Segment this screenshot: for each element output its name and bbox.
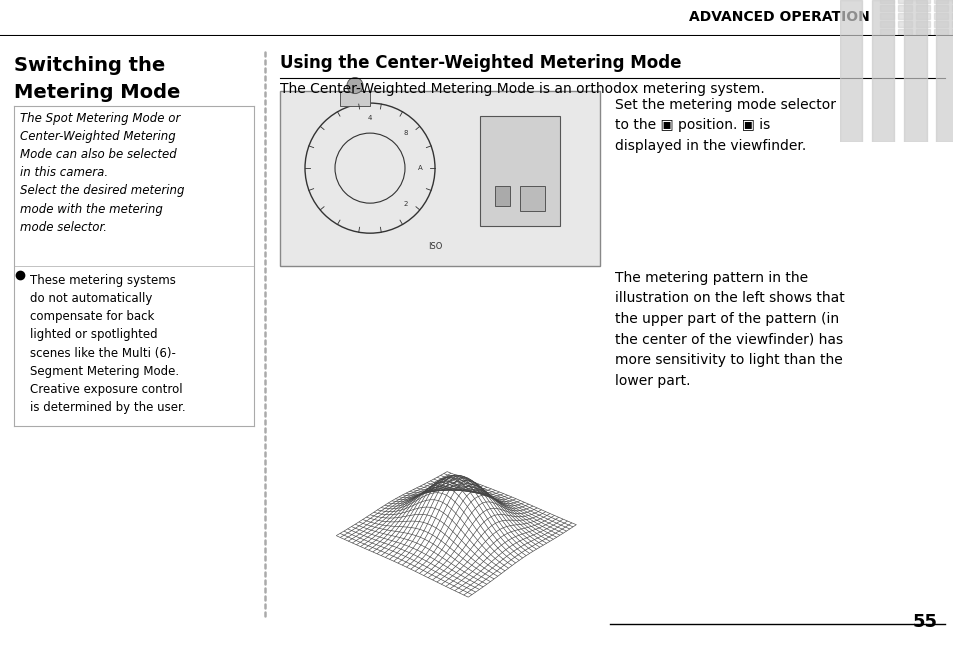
- Bar: [879, 0, 893, 3]
- Bar: [897, 30, 911, 36]
- Bar: [933, 30, 947, 36]
- Bar: [879, 21, 893, 27]
- Bar: [879, 5, 893, 11]
- Text: The Spot Metering Mode or
Center-Weighted Metering
Mode can also be selected
in : The Spot Metering Mode or Center-Weighte…: [20, 112, 184, 234]
- Text: These metering systems
do not automatically
compensate for back
lighted or spotl: These metering systems do not automatica…: [30, 274, 186, 414]
- Bar: [933, 0, 947, 3]
- Bar: [933, 5, 947, 11]
- Bar: [519, 185, 544, 211]
- Bar: [879, 30, 893, 36]
- Bar: [915, 21, 929, 27]
- Bar: [915, 13, 929, 19]
- Bar: [897, 0, 911, 3]
- Text: 8: 8: [403, 130, 407, 136]
- Text: The Center-Weighted Metering Mode is an orthodox metering system.: The Center-Weighted Metering Mode is an …: [280, 81, 764, 96]
- Text: Using the Center-Weighted Metering Mode: Using the Center-Weighted Metering Mode: [280, 54, 680, 72]
- Text: ADVANCED OPERATION: ADVANCED OPERATION: [688, 10, 869, 25]
- Bar: [951, 13, 953, 19]
- Text: 55: 55: [912, 613, 937, 631]
- Bar: [339, 90, 370, 105]
- Bar: [935, 0, 953, 142]
- Bar: [915, 30, 929, 36]
- Bar: [915, 0, 929, 3]
- FancyBboxPatch shape: [280, 90, 599, 266]
- Bar: [951, 5, 953, 11]
- Text: ISO: ISO: [427, 242, 442, 251]
- Bar: [479, 116, 559, 225]
- Bar: [871, 0, 894, 142]
- Bar: [495, 185, 510, 205]
- Bar: [897, 13, 911, 19]
- Bar: [951, 0, 953, 3]
- Bar: [933, 21, 947, 27]
- Bar: [951, 30, 953, 36]
- Bar: [915, 5, 929, 11]
- Text: 4: 4: [368, 115, 372, 121]
- Bar: [839, 0, 862, 142]
- Bar: [951, 21, 953, 27]
- Bar: [897, 21, 911, 27]
- Bar: [902, 0, 925, 142]
- Circle shape: [347, 78, 363, 94]
- Bar: [933, 13, 947, 19]
- Bar: [879, 13, 893, 19]
- Bar: [897, 5, 911, 11]
- Text: The metering pattern in the
illustration on the left shows that
the upper part o: The metering pattern in the illustration…: [615, 271, 843, 388]
- Text: Set the metering mode selector
to the ▣ position. ▣ is
displayed in the viewfind: Set the metering mode selector to the ▣ …: [615, 98, 835, 152]
- Text: Switching the: Switching the: [14, 56, 165, 74]
- Text: A: A: [417, 165, 422, 171]
- Text: 2: 2: [403, 200, 407, 207]
- Text: Metering Mode: Metering Mode: [14, 83, 180, 101]
